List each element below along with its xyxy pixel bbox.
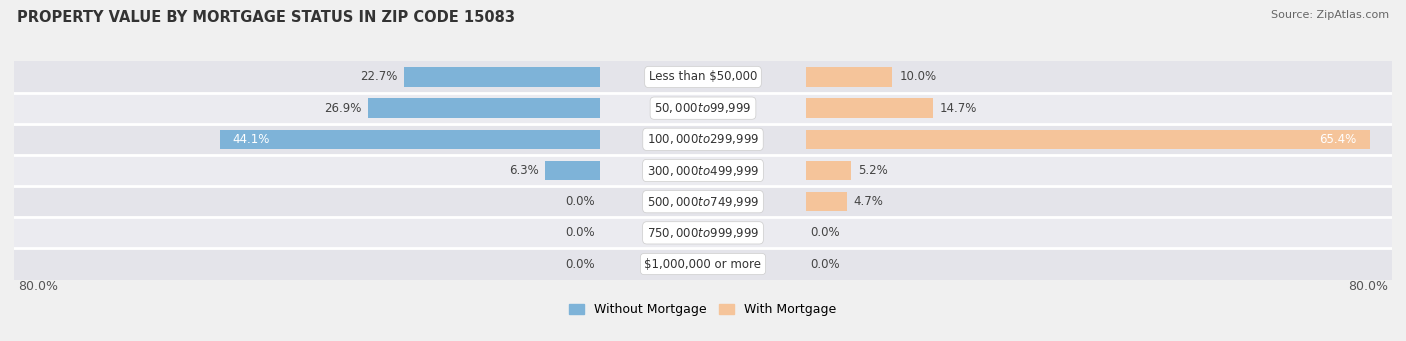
Text: 65.4%: 65.4% bbox=[1319, 133, 1357, 146]
Bar bbox=[14, 124, 1392, 155]
Bar bbox=[14, 186, 1392, 217]
Bar bbox=[807, 161, 851, 180]
Text: PROPERTY VALUE BY MORTGAGE STATUS IN ZIP CODE 15083: PROPERTY VALUE BY MORTGAGE STATUS IN ZIP… bbox=[17, 10, 515, 25]
Bar bbox=[14, 249, 1392, 280]
Bar bbox=[14, 92, 1392, 124]
Text: 0.0%: 0.0% bbox=[811, 226, 841, 239]
Text: 10.0%: 10.0% bbox=[900, 71, 936, 84]
Text: Less than $50,000: Less than $50,000 bbox=[648, 71, 758, 84]
Text: 4.7%: 4.7% bbox=[853, 195, 883, 208]
Text: 44.1%: 44.1% bbox=[233, 133, 270, 146]
Text: 0.0%: 0.0% bbox=[565, 226, 595, 239]
Text: $50,000 to $99,999: $50,000 to $99,999 bbox=[654, 101, 752, 115]
Bar bbox=[404, 67, 599, 87]
Text: 22.7%: 22.7% bbox=[360, 71, 398, 84]
Bar bbox=[14, 155, 1392, 186]
Legend: Without Mortgage, With Mortgage: Without Mortgage, With Mortgage bbox=[564, 298, 842, 321]
Bar bbox=[14, 217, 1392, 249]
Bar bbox=[807, 130, 1369, 149]
Bar bbox=[807, 99, 934, 118]
Text: $300,000 to $499,999: $300,000 to $499,999 bbox=[647, 163, 759, 178]
Text: 80.0%: 80.0% bbox=[1347, 280, 1388, 293]
Text: $1,000,000 or more: $1,000,000 or more bbox=[644, 257, 762, 270]
Text: 0.0%: 0.0% bbox=[811, 257, 841, 270]
Text: 6.3%: 6.3% bbox=[509, 164, 538, 177]
Text: 26.9%: 26.9% bbox=[323, 102, 361, 115]
Text: $750,000 to $999,999: $750,000 to $999,999 bbox=[647, 226, 759, 240]
Bar bbox=[807, 192, 846, 211]
Text: 0.0%: 0.0% bbox=[565, 257, 595, 270]
Bar bbox=[807, 67, 893, 87]
Bar bbox=[368, 99, 599, 118]
Text: Source: ZipAtlas.com: Source: ZipAtlas.com bbox=[1271, 10, 1389, 20]
Bar bbox=[219, 130, 599, 149]
Text: 80.0%: 80.0% bbox=[18, 280, 59, 293]
Text: $500,000 to $749,999: $500,000 to $749,999 bbox=[647, 195, 759, 209]
Text: 5.2%: 5.2% bbox=[858, 164, 887, 177]
Bar bbox=[546, 161, 599, 180]
Bar bbox=[14, 61, 1392, 92]
Text: 14.7%: 14.7% bbox=[939, 102, 977, 115]
Text: $100,000 to $299,999: $100,000 to $299,999 bbox=[647, 132, 759, 146]
Text: 0.0%: 0.0% bbox=[565, 195, 595, 208]
